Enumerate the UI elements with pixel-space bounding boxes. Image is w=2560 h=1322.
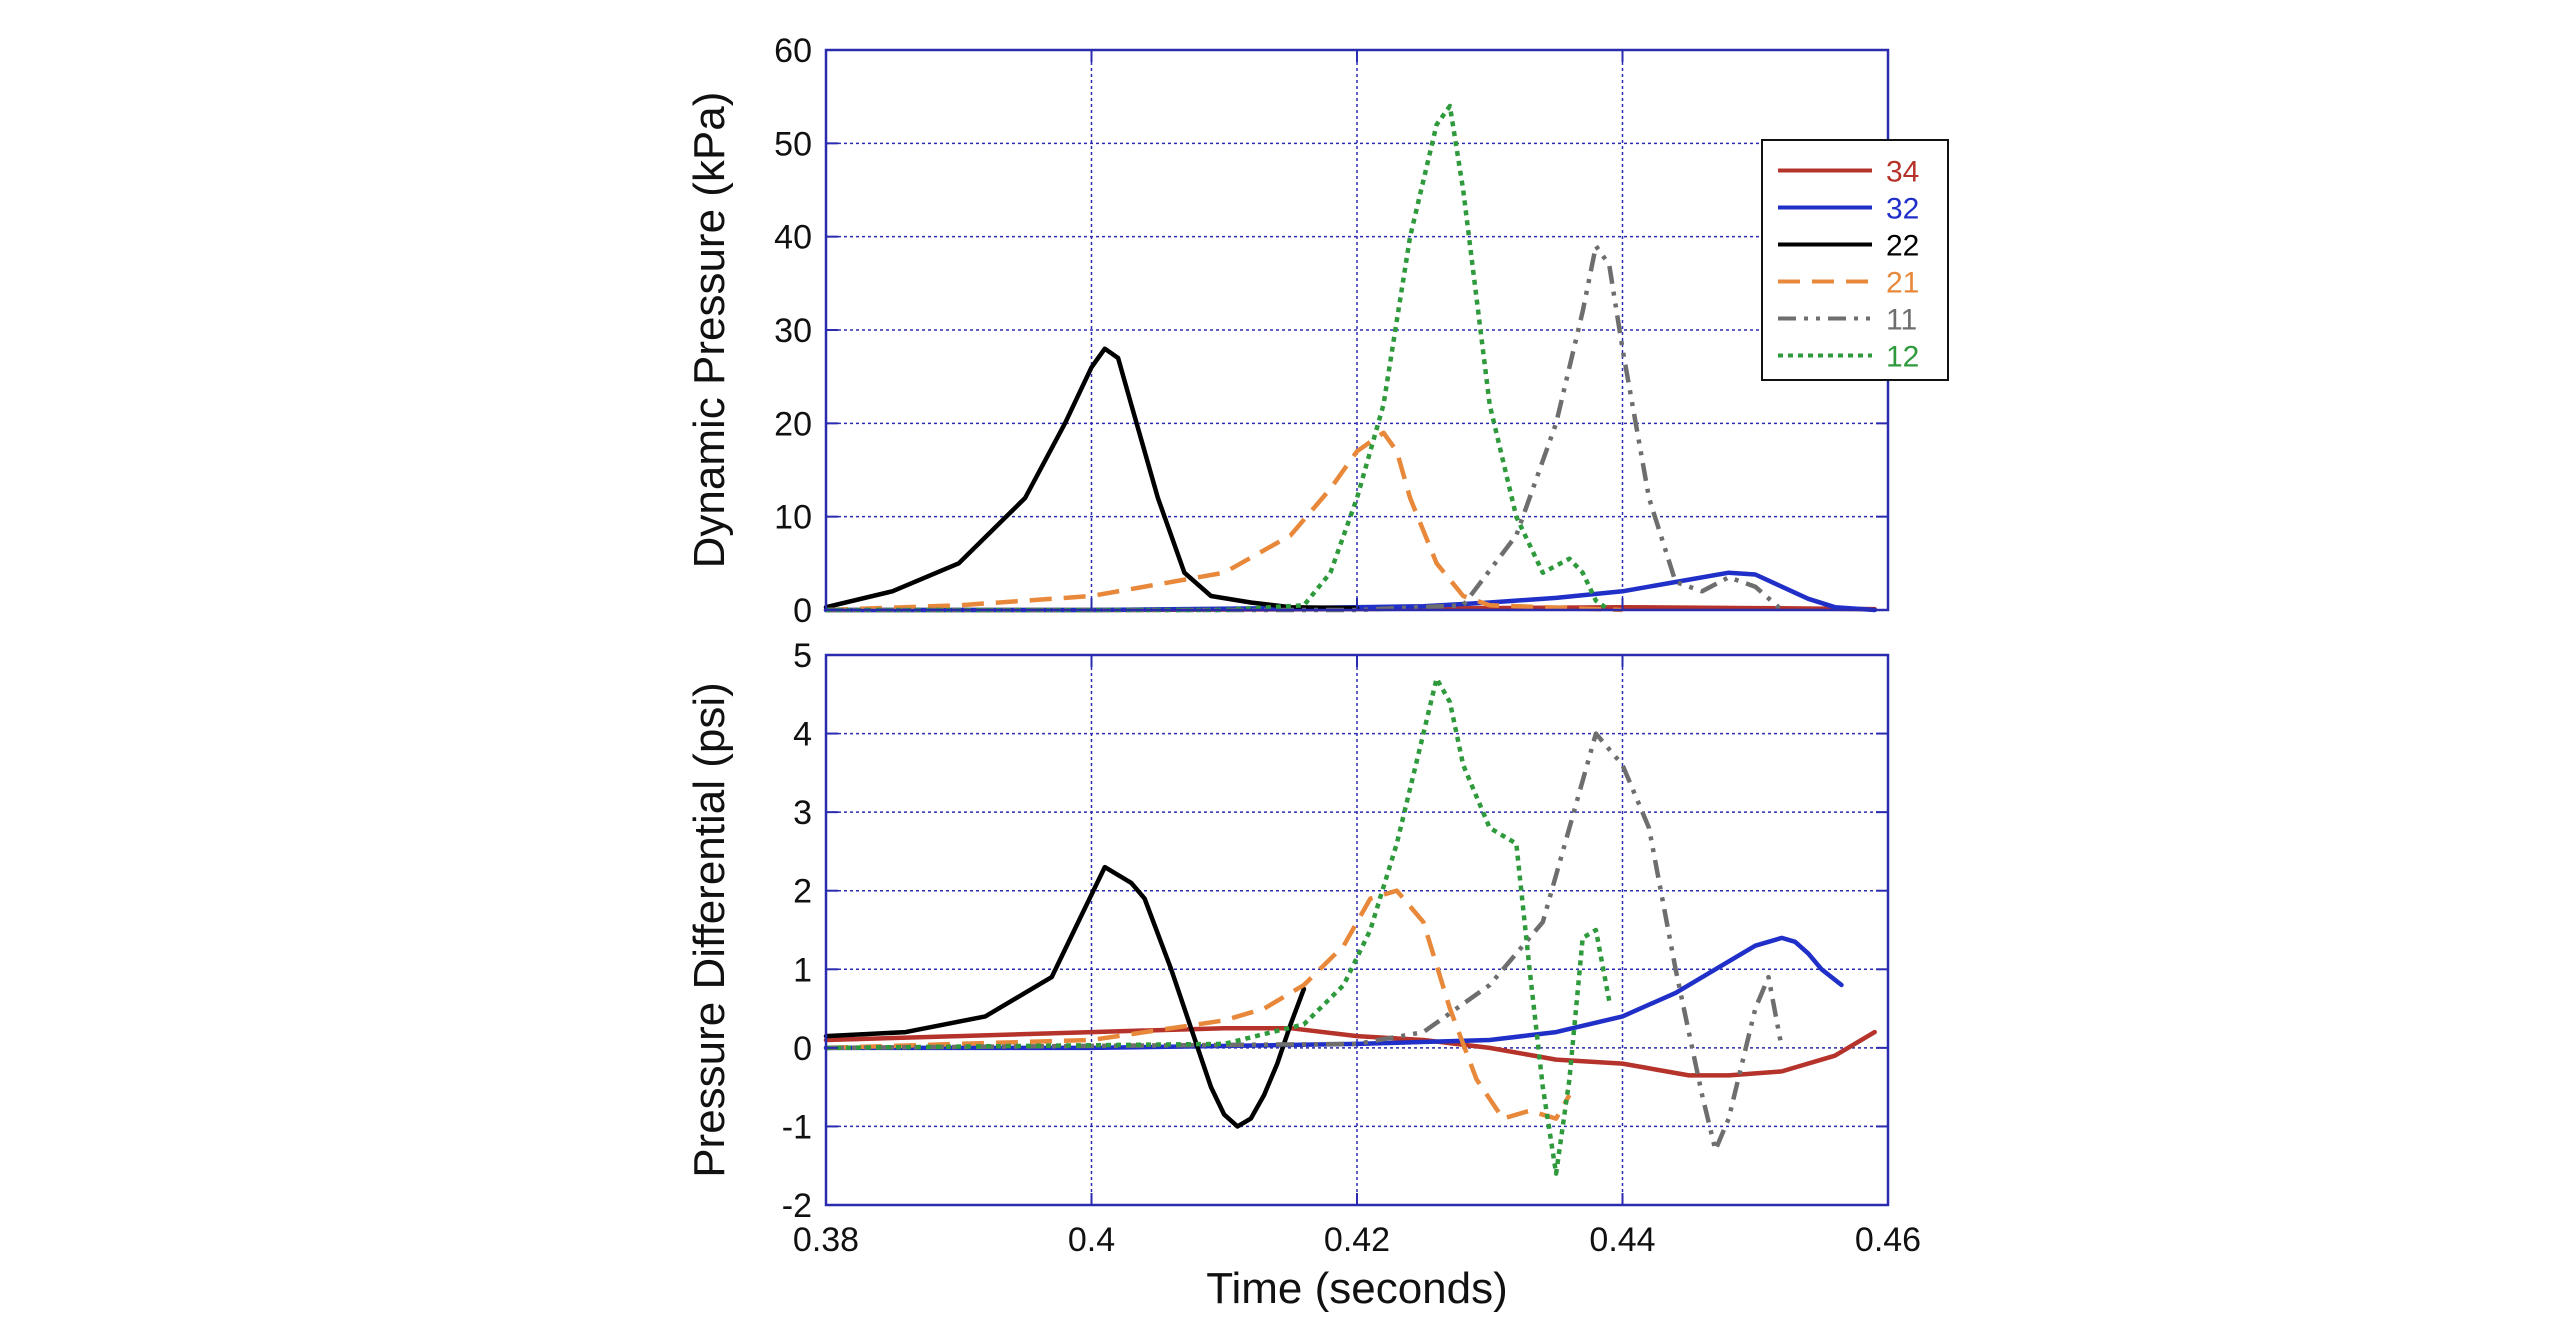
bottom-y-tick-label: -2	[782, 1187, 812, 1225]
top-y-tick-label: 30	[774, 312, 812, 350]
bottom-series-34	[823, 1025, 1877, 1078]
top-y-axis-label: Dynamic Pressure (kPa)	[685, 92, 734, 569]
top-y-tick-label: 50	[774, 125, 812, 163]
bottom-series-22	[823, 864, 1307, 1129]
legend-label-32: 32	[1886, 193, 1919, 226]
top-panel: 0 10 20 30 40 50 60 Dynamic Pressure (kPa)	[685, 32, 1890, 630]
bottom-x-tick-label: 0.44	[1589, 1221, 1655, 1259]
legend-label-34: 34	[1886, 156, 1919, 189]
bottom-x-axis-label: Time (seconds)	[1206, 1264, 1508, 1313]
legend: 34 32 22 21 11 12	[1761, 139, 1949, 381]
bottom-series-21	[825, 888, 1572, 1121]
top-series-22	[823, 346, 1360, 611]
top-y-tick-label: 40	[774, 219, 812, 257]
top-y-tick-label: 10	[774, 499, 812, 537]
bottom-x-tick-label: 0.42	[1324, 1221, 1390, 1259]
bottom-y-axis-label: Pressure Differential (psi)	[685, 682, 734, 1178]
legend-label-11: 11	[1886, 304, 1917, 337]
bottom-x-tick-label: 0.46	[1855, 1221, 1921, 1259]
bottom-x-tick-label: 0.38	[793, 1221, 859, 1259]
bottom-panel: -2 -1 0 1 2 3 4 5 0.38 0.4 0.42 0.44 0.46 Pressure Di…	[685, 637, 1921, 1313]
top-y-tick-label: 60	[774, 32, 812, 70]
bottom-series-11	[825, 731, 1785, 1153]
bottom-y-tick-label: 3	[793, 794, 812, 832]
legend-label-12: 12	[1886, 341, 1919, 374]
top-y-tick-label: 20	[774, 405, 812, 443]
bottom-y-tick-label: 1	[793, 951, 812, 989]
legend-label-22: 22	[1886, 230, 1919, 263]
legend-label-21: 21	[1886, 267, 1919, 300]
bottom-y-tick-label: 4	[793, 716, 812, 754]
bottom-y-tick-label: -1	[782, 1108, 812, 1146]
top-series-11	[826, 243, 1784, 613]
bottom-y-tick-label: 2	[793, 873, 812, 911]
bottom-y-tick-label: 0	[793, 1030, 812, 1068]
legend-box	[1761, 139, 1949, 381]
top-series-21	[825, 430, 1623, 613]
top-y-tick-label: 0	[793, 592, 812, 630]
bottom-x-tick-label: 0.4	[1068, 1221, 1115, 1259]
bottom-series-32	[823, 935, 1844, 1051]
top-series-12	[826, 103, 1611, 613]
bottom-y-tick-label: 5	[793, 637, 812, 675]
